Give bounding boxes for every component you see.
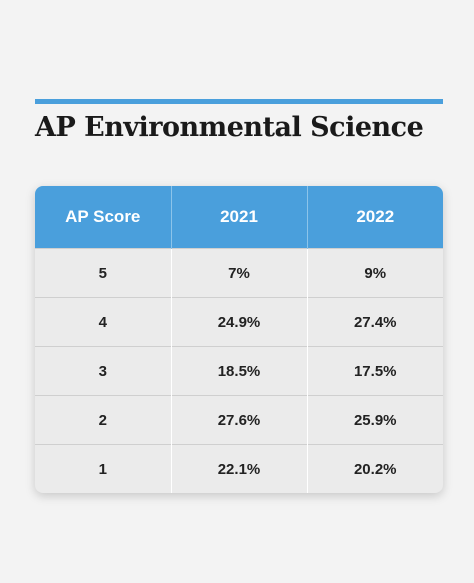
table-row: 1 22.1% 20.2% — [35, 444, 443, 493]
column-header: AP Score — [35, 186, 172, 249]
table-cell: 1 — [35, 444, 172, 493]
table-row: 2 27.6% 25.9% — [35, 395, 443, 445]
table-cell: 2 — [35, 395, 172, 445]
column-header: 2022 — [307, 186, 443, 249]
table-cell: 25.9% — [307, 395, 443, 445]
accent-rule — [35, 99, 443, 104]
header-row: AP Score 2021 2022 — [35, 186, 443, 249]
table-cell: 24.9% — [171, 297, 308, 347]
table-card: AP Score 2021 2022 5 7% 9% 4 24.9% 27.4% 3 18.5% 1… — [35, 186, 443, 493]
table-cell: 5 — [35, 248, 172, 298]
table-cell: 18.5% — [171, 346, 308, 396]
table-cell: 17.5% — [307, 346, 443, 396]
table-cell: 3 — [35, 346, 172, 396]
table-body: 5 7% 9% 4 24.9% 27.4% 3 18.5% 17.5% 2 27.6% 25.9% 1 2… — [35, 248, 443, 493]
table-cell: 20.2% — [307, 444, 443, 493]
title: AP Environmental Science — [35, 112, 424, 143]
table-cell: 7% — [171, 248, 308, 298]
table-cell: 22.1% — [171, 444, 308, 493]
table-cell: 9% — [307, 248, 443, 298]
score-table: AP Score 2021 2022 5 7% 9% 4 24.9% 27.4% 3 18.5% 1… — [35, 186, 443, 493]
table-cell: 27.4% — [307, 297, 443, 347]
table-row: 3 18.5% 17.5% — [35, 346, 443, 396]
table-row: 4 24.9% 27.4% — [35, 297, 443, 347]
table-cell: 27.6% — [171, 395, 308, 445]
table-row: 5 7% 9% — [35, 248, 443, 298]
column-header: 2021 — [171, 186, 308, 249]
table-cell: 4 — [35, 297, 172, 347]
